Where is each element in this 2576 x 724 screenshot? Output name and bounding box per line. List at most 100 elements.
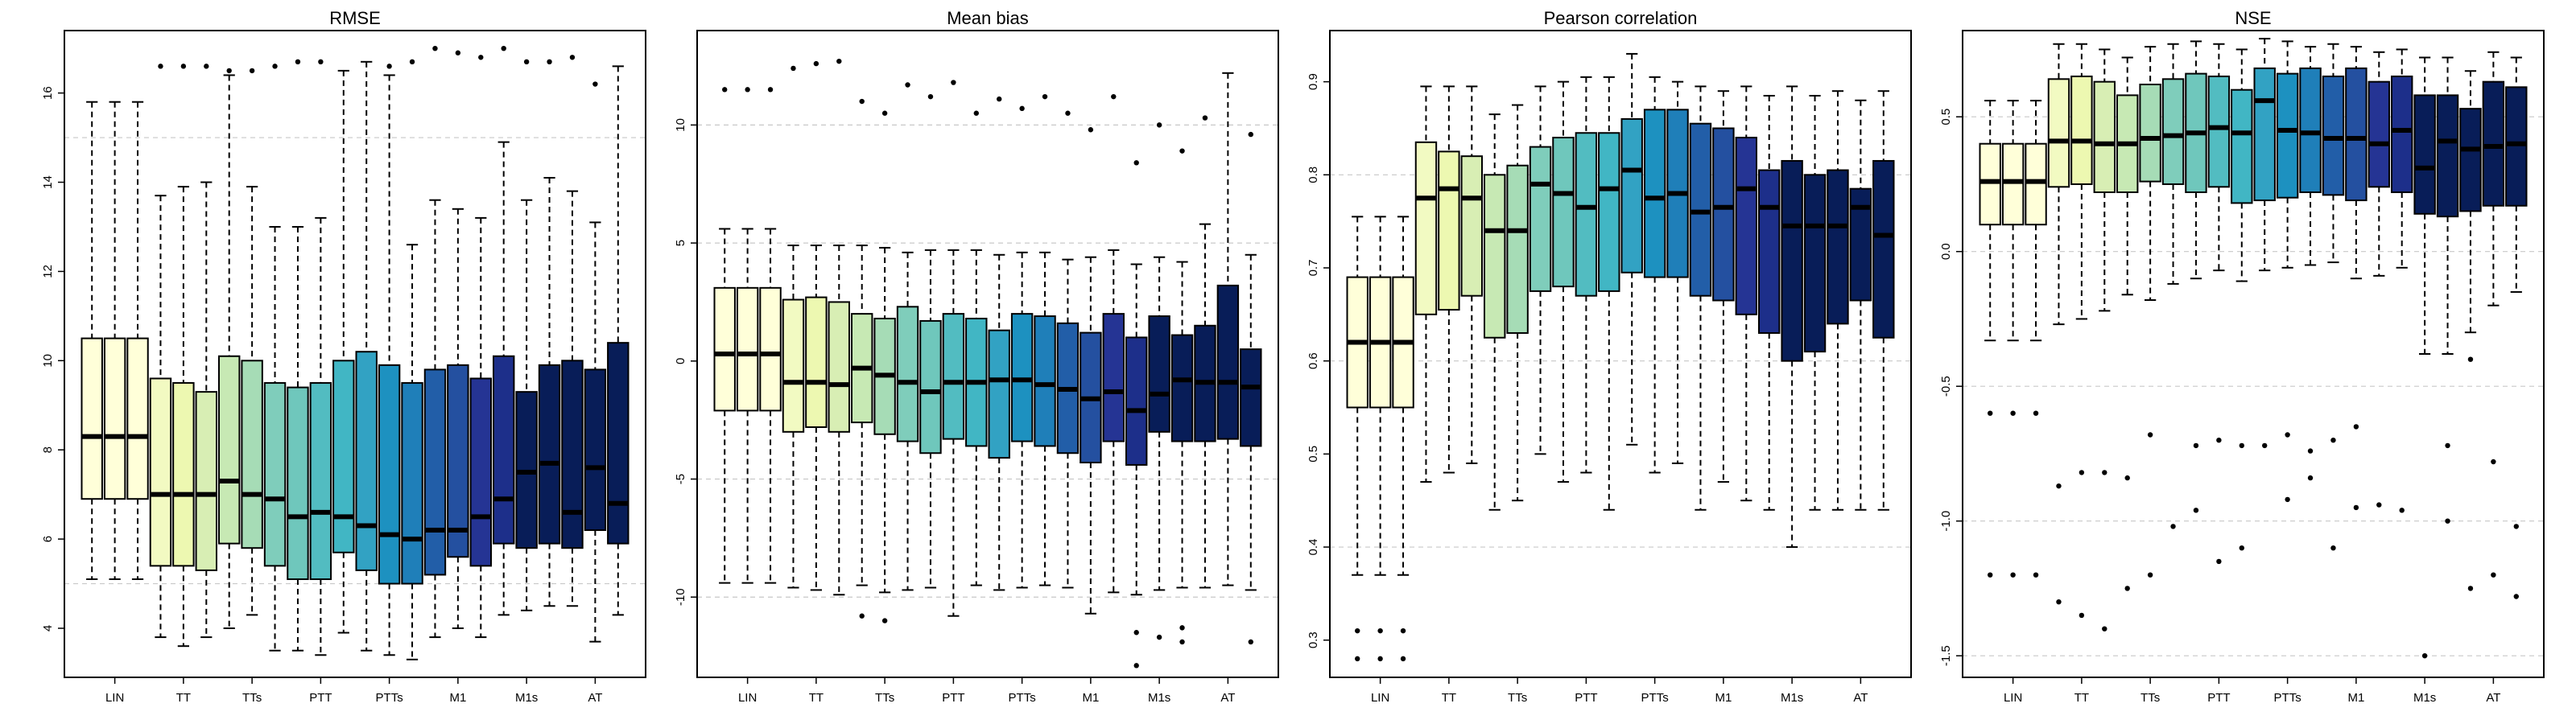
x-tick-label: PTT (942, 691, 964, 705)
box (332, 360, 355, 553)
outlier-point (927, 93, 934, 100)
outlier-point (767, 87, 774, 93)
box (241, 360, 263, 549)
outlier-point (1179, 639, 1185, 645)
x-tick-label: LIN (1371, 691, 1389, 705)
panel-nse: NSE -1.5 -1.0 -0.5 0.0 0.5 LIN TT TTs PTT PTTs M1 M… (1939, 8, 2545, 705)
outlier-point (2239, 545, 2244, 551)
box (309, 382, 332, 581)
box (1460, 155, 1484, 297)
outlier-point (2513, 524, 2519, 529)
outlier-point (249, 68, 255, 74)
outlier-point (1377, 656, 1383, 662)
x-tick-label: LIN (738, 691, 757, 705)
box (1125, 336, 1148, 466)
outlier-point (2285, 496, 2290, 503)
outlier-point (1988, 410, 1993, 416)
outlier-point (2445, 442, 2450, 449)
outlier-point (1019, 105, 1025, 112)
outlier-point (2124, 586, 2130, 591)
outlier-point (2330, 545, 2336, 551)
box (1758, 169, 1781, 334)
outlier-point (881, 110, 888, 116)
x-tick-label: PTTs (1641, 691, 1669, 705)
box (2139, 84, 2161, 183)
box (805, 296, 828, 428)
outlier-point (409, 59, 415, 65)
outlier-point (318, 59, 324, 65)
outlier-point (2102, 626, 2107, 631)
y-tick-label: 0.9 (1307, 73, 1320, 90)
x-tick-label: AT (2486, 691, 2500, 705)
outlier-point (722, 87, 728, 93)
outlier-point (432, 45, 438, 51)
x-tick-label: TTs (1508, 691, 1527, 705)
x-tick-label: TT (809, 691, 824, 705)
outlier-point (478, 55, 484, 60)
box (1529, 146, 1552, 292)
outlier-point (158, 64, 163, 69)
outlier-point (973, 110, 979, 116)
box (378, 364, 401, 585)
box (172, 382, 195, 567)
outlier-point (1156, 634, 1162, 640)
panel-mean-bias: Mean bias -10 -5 0 5 10 LIN TT TTs PTT PTTs M1 M1s A… (674, 8, 1279, 705)
x-tick-label: M1 (449, 691, 466, 705)
outlier-point (2056, 599, 2062, 605)
box (942, 313, 965, 440)
outlier-point (836, 58, 842, 64)
outlier-point (2353, 504, 2359, 511)
box (759, 286, 782, 412)
outlier-point (569, 55, 576, 60)
outlier-point (2216, 438, 2222, 443)
box (103, 337, 126, 500)
outlier-point (951, 80, 956, 85)
outlier-point (2147, 432, 2153, 438)
outlier-point (2491, 459, 2496, 465)
outlier-point (180, 64, 187, 69)
x-tick-label: PTT (309, 691, 332, 705)
outlier-point (1355, 627, 1360, 634)
box (1438, 150, 1460, 311)
y-tick-label: 0.5 (1939, 109, 1953, 125)
box (263, 382, 287, 567)
outlier-point (881, 618, 888, 623)
outlier-point (1179, 148, 1185, 154)
box (423, 368, 447, 576)
outlier-point (2307, 475, 2314, 481)
box (2505, 86, 2528, 207)
y-tick-label: -1.5 (1939, 645, 1953, 666)
x-tick-label: LIN (105, 691, 124, 705)
box (1170, 334, 1194, 442)
x-tick-label: PTTs (376, 691, 403, 705)
box (126, 337, 149, 500)
box (447, 364, 469, 558)
outlier-point (1248, 639, 1253, 645)
box (2391, 75, 2413, 193)
x-tick-label: M1 (1082, 691, 1099, 705)
outlier-point (204, 64, 209, 69)
y-tick-label: 0.5 (1307, 446, 1320, 463)
y-tick-label: 10 (674, 118, 687, 132)
outlier-point (997, 96, 1002, 102)
x-tick-label: PTT (2207, 691, 2230, 705)
x-tick-label: M1s (515, 691, 538, 705)
outlier-point (859, 613, 865, 619)
box (1620, 117, 1643, 274)
outlier-point (2079, 612, 2085, 619)
box (2299, 67, 2322, 194)
plot-frame (64, 30, 646, 678)
outlier-point (813, 60, 819, 67)
outlier-point (1988, 572, 1993, 578)
outlier-point (1355, 656, 1360, 662)
outlier-point (2010, 410, 2016, 416)
box (469, 377, 492, 567)
outlier-point (547, 59, 552, 65)
outlier-point (2193, 508, 2199, 513)
box (1872, 159, 1895, 339)
panel-rmse: RMSE 4 6 8 10 12 14 16 LIN TT TTs PTT PTTs M1 M1s AT (41, 8, 646, 705)
box (1484, 174, 1506, 339)
box (1240, 348, 1262, 447)
box (896, 306, 919, 442)
